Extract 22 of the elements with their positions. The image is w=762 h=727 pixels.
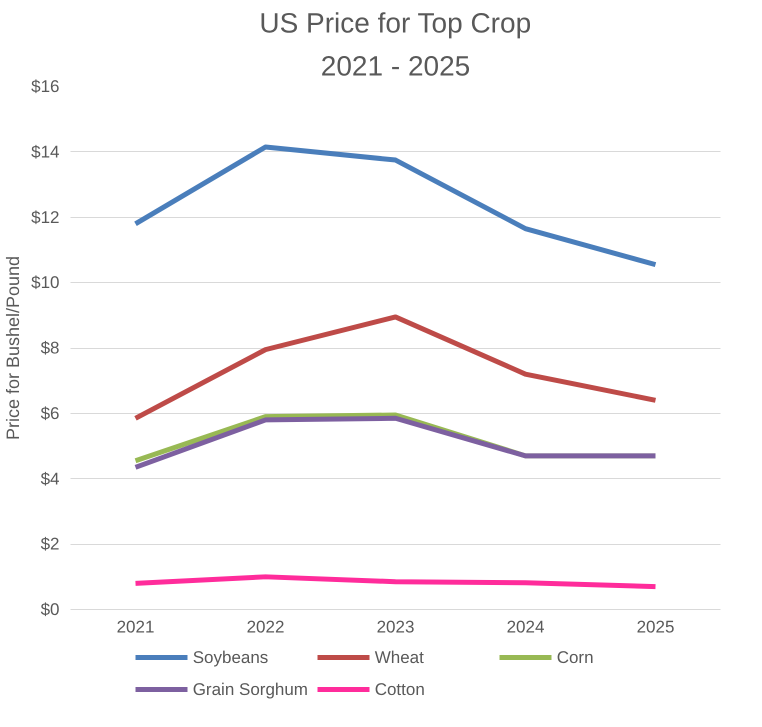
chart-title: US Price for Top Crop	[259, 8, 532, 38]
chart-subtitle: 2021 - 2025	[320, 50, 470, 82]
legend-label: Soybeans	[192, 648, 268, 667]
x-tick-label: 2025	[636, 618, 674, 636]
legend-label: Corn	[556, 648, 594, 667]
legend-label: Cotton	[374, 680, 425, 699]
x-tick-label: 2022	[246, 618, 284, 636]
legend-label: Wheat	[374, 648, 424, 667]
y-tick-label: $4	[40, 469, 60, 488]
x-tick-label: 2024	[506, 618, 544, 636]
y-tick-label: $16	[31, 77, 60, 96]
x-tick-label: 2023	[376, 618, 414, 636]
y-tick-label: $8	[40, 338, 60, 358]
y-tick-label: $14	[31, 142, 60, 162]
y-axis-title: Price for Bushel/Pound	[3, 256, 24, 440]
legend-label: Grain Sorghum	[192, 680, 308, 699]
y-tick-label: $0	[40, 600, 60, 619]
y-tick-label: $6	[40, 404, 60, 423]
x-tick-label: 2021	[116, 618, 154, 636]
y-tick-label: $2	[40, 534, 60, 554]
y-tick-label: $10	[31, 273, 60, 292]
y-tick-label: $12	[31, 208, 60, 227]
